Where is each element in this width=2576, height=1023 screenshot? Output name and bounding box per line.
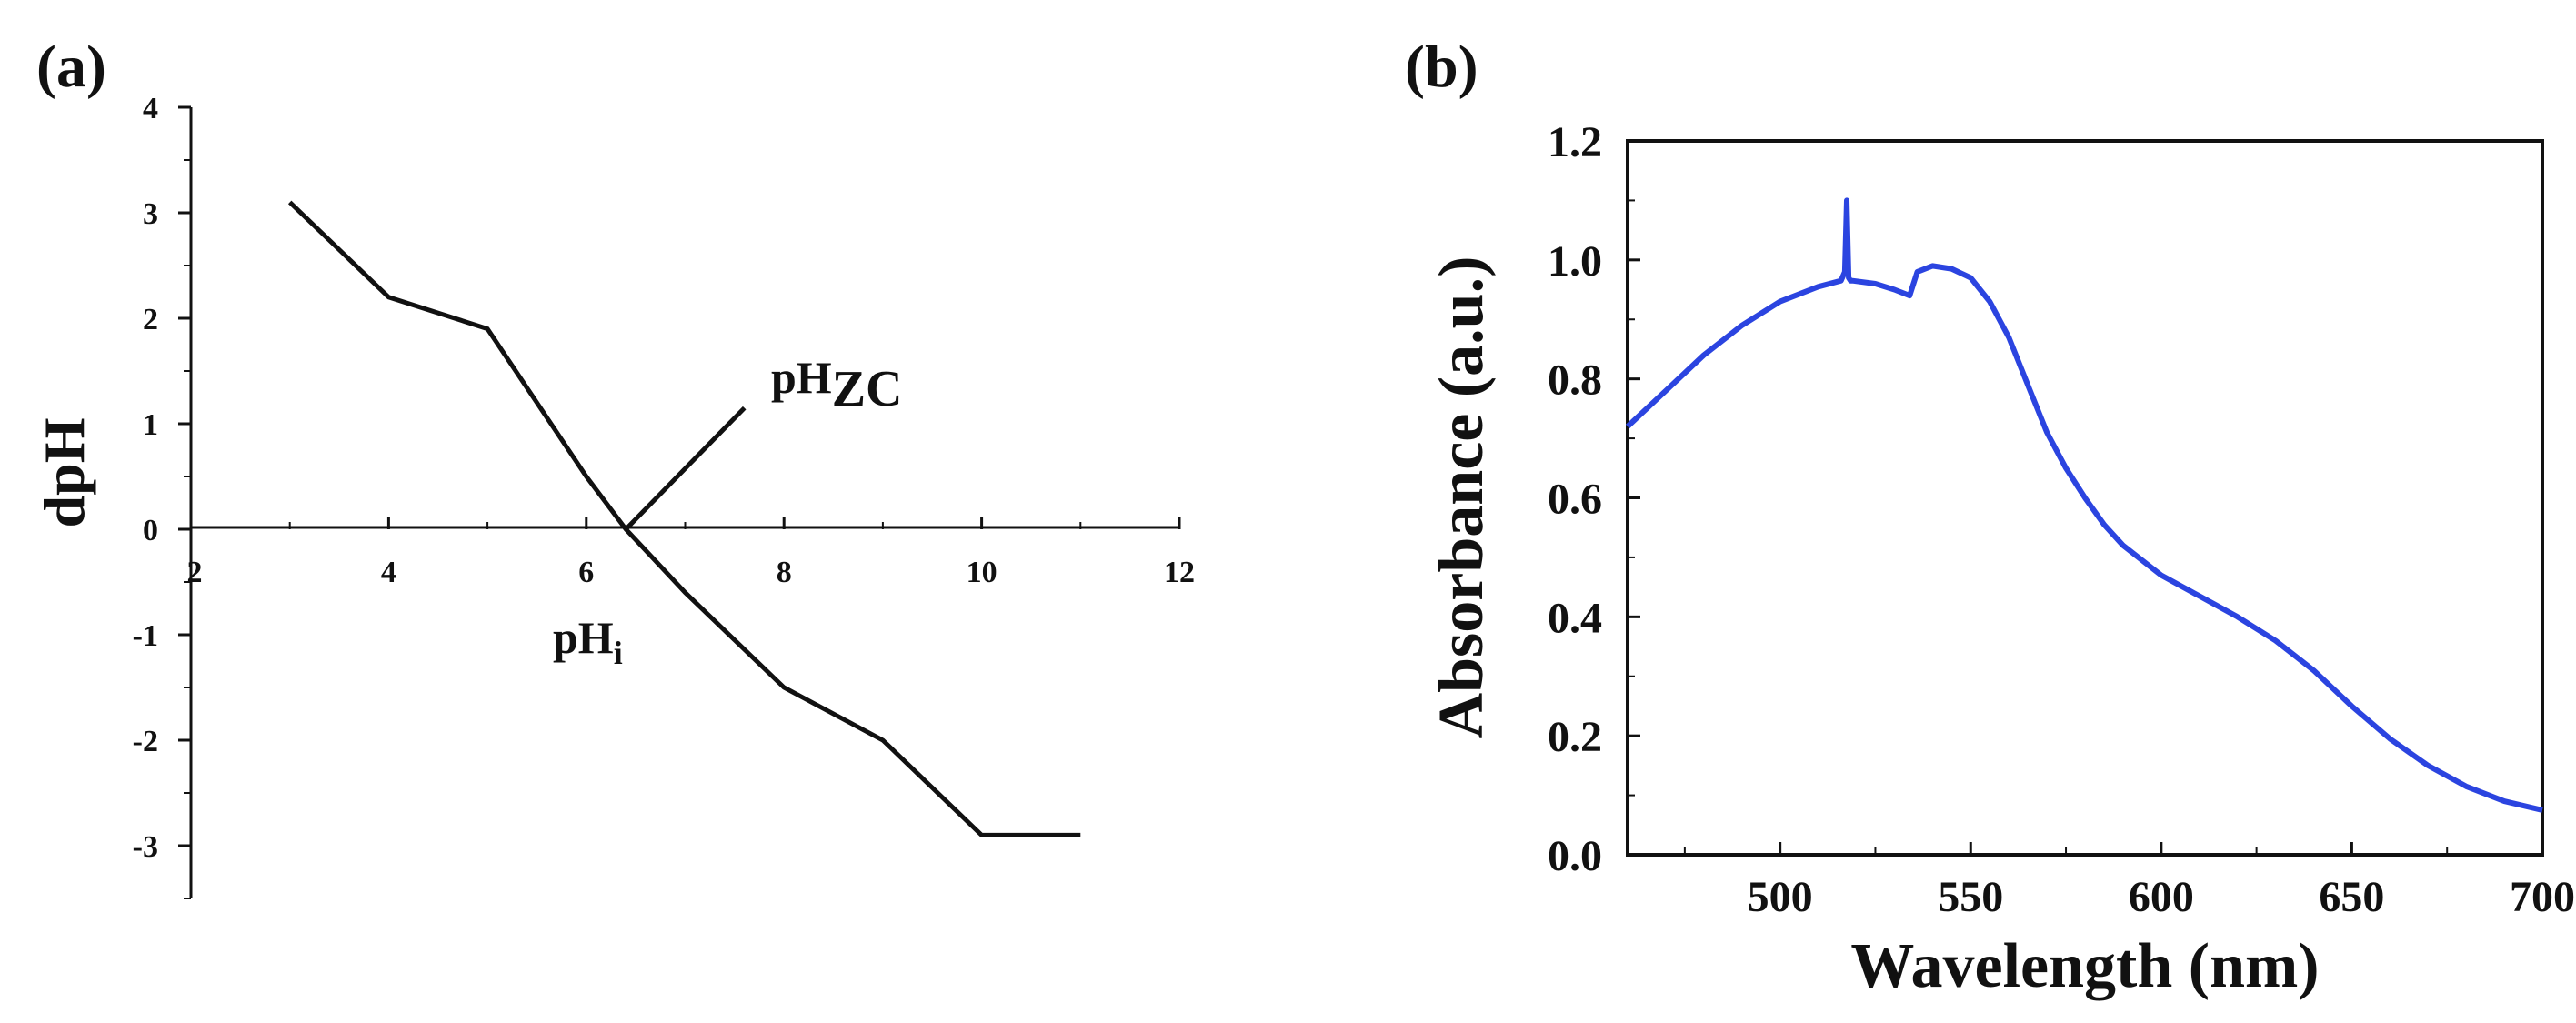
pHzc-main: pH [771,352,832,403]
panel-a-y-tick-label: 2 [143,303,158,336]
panel-b-tick-labels: 500 550 600 650 700 0.0 0.2 0.4 0.6 0.8 1.0 1.2 [1548,118,2575,921]
panel-b-x-tick-label: 700 [2510,873,2575,921]
panel-a-y-axis-title: dpH [32,418,96,528]
panel-b-x-tick-label: 500 [1748,873,1813,921]
panel-a-x-tick-label: 6 [578,556,594,589]
panel-b-y-tick-label: 0.8 [1548,356,1602,405]
panel-a-y-tick-label: -3 [133,830,158,864]
panel-b-y-tick-label: 0.6 [1548,476,1602,524]
pHzc-sub: ZC [832,361,903,417]
panel-a-series-points [289,202,1081,836]
pHi-main: pH [553,612,614,663]
panel-b-y-tick-label: 1.2 [1548,118,1602,166]
panel-a-y-tick-label: -2 [133,725,158,758]
panel-a-series-line [287,200,1081,837]
panel-a-y-tick-label: 0 [143,514,158,547]
panel-a-x-tick-label: 4 [381,556,396,589]
panel-a-y-tick-label: 4 [143,92,158,125]
panel-b-label: (b) [1405,34,1478,100]
panel-b-y-tick-label: 0.4 [1548,594,1602,642]
panel-a-pHzc-label: pHZC [771,352,903,417]
panel-a-y-tick-label: -1 [133,619,158,653]
panel-b-x-tick-label: 600 [2129,873,2194,921]
panel-b-x-tick-label: 650 [2319,873,2384,921]
panel-b-y-tick-label: 1.0 [1548,237,1602,286]
panel-a-y-tick-label: 1 [143,408,158,442]
panel-b-x-axis-title: Wavelength (nm) [1850,931,2319,1001]
panel-a-x-tick-label: 8 [777,556,792,589]
panel-a-label: (a) [36,34,106,100]
panel-b-y-axis-title: Absorbance (a.u.) [1427,256,1497,739]
panel-b-x-tick-label: 550 [1938,873,2003,921]
panel-a-pHzc-leader-line [624,406,747,531]
panel-b-y-tick-label: 0.2 [1548,713,1602,761]
panel-b-series-line [1625,197,2543,813]
panel-a-x-tick-label: 2 [187,556,203,589]
panel-a-ticks [178,105,1181,899]
panel-b-y-tick-label: 0.0 [1548,832,1602,880]
panel-a-x-tick-label: 12 [1164,556,1195,589]
panel-b-ticks [1628,139,2544,857]
panel-b: (b) 500 550 600 650 700 0.0 0.2 0.4 0.6 0.8 1.0 1.2… [1405,34,2575,1001]
pHi-sub: i [614,635,623,671]
panel-a-x-tick-label: 10 [967,556,997,589]
panel-b-series-points [1627,200,2543,811]
panel-a-pHi-label: pHi [553,612,623,671]
panel-a-y-tick-label: 3 [143,197,158,231]
